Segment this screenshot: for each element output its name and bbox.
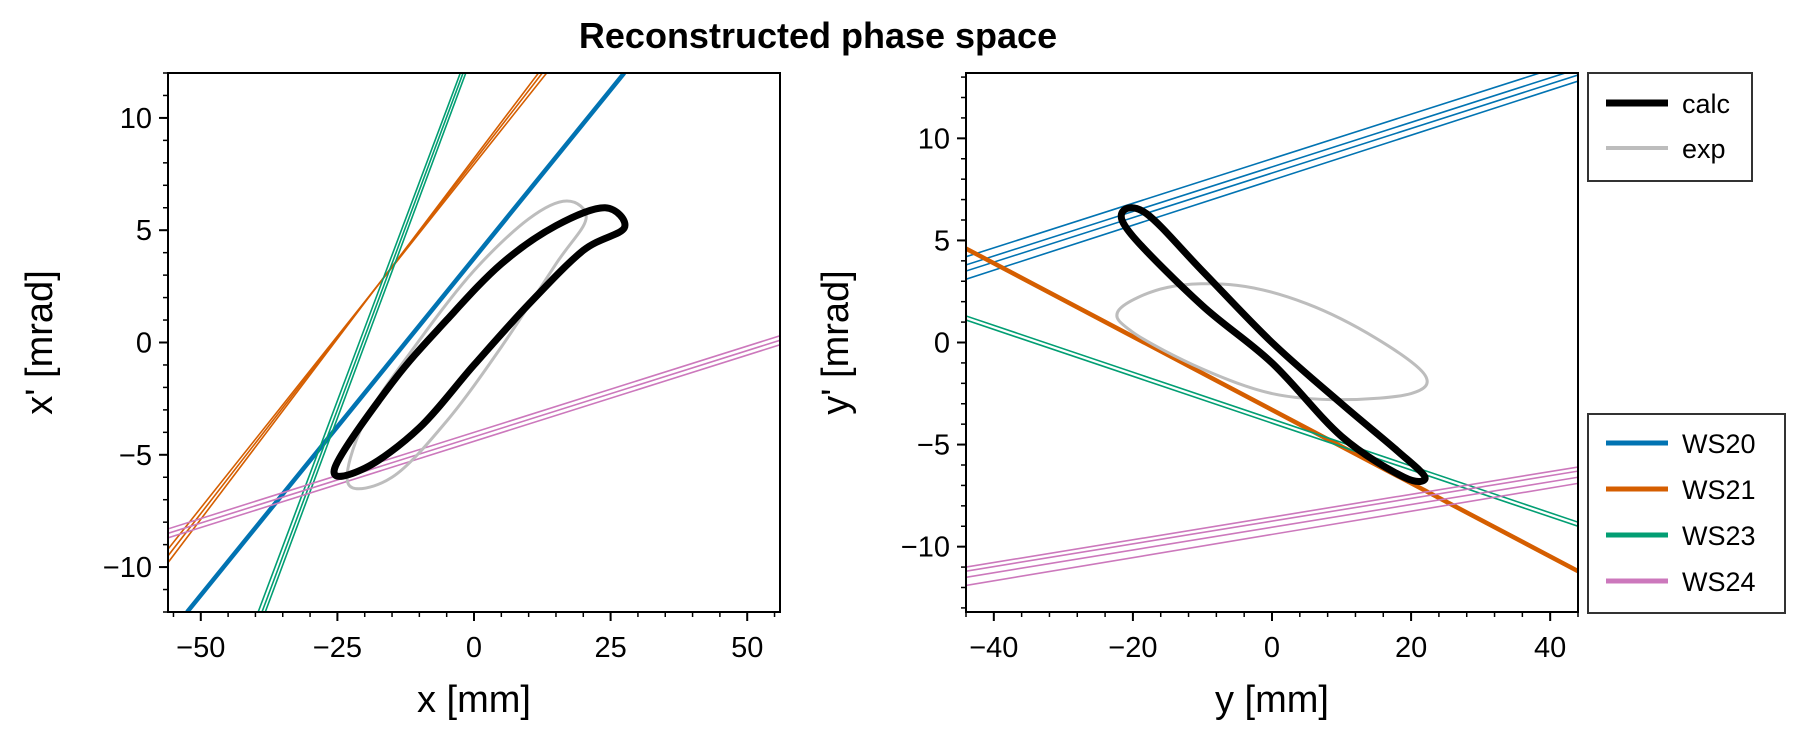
series-ws20 bbox=[185, 73, 627, 612]
x-tick-label: 40 bbox=[1534, 632, 1566, 664]
ws20-line-0 bbox=[966, 80, 1578, 280]
right-panel: −40 −20 0 20 40 −10 −5 0 5 10 y [mm] y' [mrad] bbox=[815, 72, 1579, 721]
legend-bottom: WS20 WS21 WS23 WS24 bbox=[1587, 413, 1786, 614]
y-axis-label: x' [mrad] bbox=[19, 270, 61, 415]
y-tick-label: 0 bbox=[136, 328, 152, 360]
x-axis-label: x [mm] bbox=[417, 679, 531, 721]
plot-area bbox=[168, 73, 780, 612]
calc-ellipse bbox=[330, 204, 629, 480]
ws24-line-1 bbox=[168, 339, 780, 535]
y-axis-label: y' [mrad] bbox=[815, 270, 857, 415]
series-ws23 bbox=[257, 73, 467, 612]
ws23-line-1 bbox=[261, 73, 464, 612]
legend-exp-label: exp bbox=[1682, 134, 1726, 164]
ws24-line-1 bbox=[966, 476, 1578, 579]
plot-area bbox=[966, 73, 1578, 587]
series-ws24 bbox=[168, 334, 780, 539]
ws23-line-2 bbox=[264, 73, 467, 612]
x-tick-label: −50 bbox=[176, 632, 225, 664]
ws24-line-0 bbox=[168, 343, 780, 539]
x-tick-label: −20 bbox=[1108, 632, 1157, 664]
x-axis-label: y [mm] bbox=[1215, 679, 1329, 721]
y-tick-label: 10 bbox=[918, 123, 950, 155]
y-tick-label: 5 bbox=[136, 215, 152, 247]
series-ws20 bbox=[966, 73, 1578, 280]
ws24-line-2 bbox=[168, 334, 780, 530]
legend-ws23-label: WS23 bbox=[1682, 521, 1756, 551]
y-tick-label: −10 bbox=[103, 552, 152, 584]
series-ws23 bbox=[966, 315, 1578, 528]
legend-top: calc exp bbox=[1587, 72, 1753, 182]
legend-ws20-label: WS20 bbox=[1682, 429, 1756, 459]
x-tick-label: −25 bbox=[313, 632, 362, 664]
ws21-line-0 bbox=[966, 246, 1578, 574]
x-tick-label: 0 bbox=[1264, 632, 1280, 664]
x-tick-label: 50 bbox=[731, 632, 763, 664]
y-tick-label: −5 bbox=[917, 430, 950, 462]
exp-ellipse bbox=[1115, 282, 1429, 402]
ws20-line-1 bbox=[966, 74, 1578, 272]
series-ws24 bbox=[966, 466, 1578, 587]
x-tick-label: −40 bbox=[969, 632, 1018, 664]
calc-ellipse bbox=[1117, 204, 1429, 485]
series-ws21 bbox=[168, 73, 548, 564]
legend-calc-label: calc bbox=[1682, 89, 1730, 119]
exp-ellipse bbox=[345, 199, 588, 491]
ws21-line-2 bbox=[168, 73, 548, 550]
y-tick-label: 0 bbox=[934, 328, 950, 360]
ws24-line-3 bbox=[966, 466, 1578, 568]
ws20-line-2 bbox=[966, 73, 1568, 266]
ws24-line-2 bbox=[966, 470, 1578, 572]
legend-top-frame bbox=[1587, 72, 1753, 182]
y-tick-label: −10 bbox=[901, 532, 950, 564]
y-tick-label: 10 bbox=[120, 103, 152, 135]
ws20-line-3 bbox=[966, 73, 1543, 258]
ws23-line-0 bbox=[257, 73, 462, 612]
x-tick-label: 25 bbox=[594, 632, 626, 664]
x-tick-label: 0 bbox=[466, 632, 482, 664]
series-ws21 bbox=[966, 246, 1578, 574]
figure-title: Reconstructed phase space bbox=[579, 15, 1057, 56]
y-tick-label: 5 bbox=[934, 225, 950, 257]
axes-frame bbox=[167, 72, 781, 613]
ws20-line-0 bbox=[185, 73, 627, 612]
legend-ws21-label: WS21 bbox=[1682, 475, 1756, 505]
y-tick-label: −5 bbox=[119, 440, 152, 472]
ws23-line-0 bbox=[966, 319, 1578, 528]
x-tick-label: 20 bbox=[1395, 632, 1427, 664]
legend-ws24-label: WS24 bbox=[1682, 567, 1756, 597]
ws24-line-0 bbox=[966, 482, 1578, 587]
